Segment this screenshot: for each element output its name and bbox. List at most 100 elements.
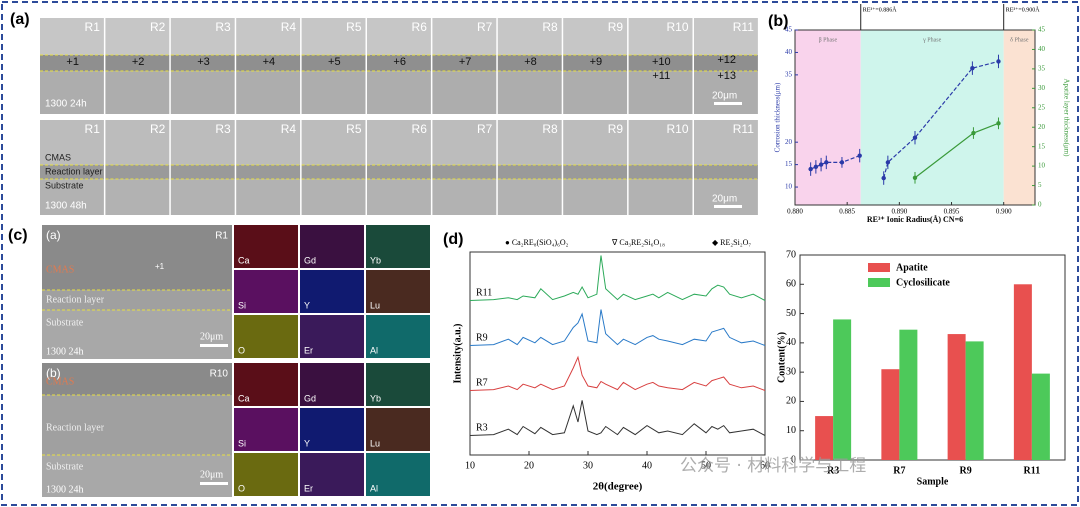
micrograph (301, 165, 366, 179)
watermark: 公众号 · 材料科学与工程 (680, 456, 866, 476)
x-tick-label: 0.885 (839, 208, 855, 216)
element-map (300, 270, 364, 313)
point-marker: +8 (524, 56, 537, 68)
element-label: Si (238, 438, 246, 448)
layer-label: CMAS (46, 376, 74, 387)
micrograph (497, 179, 562, 215)
y2-tick-label: 40 (1038, 45, 1046, 53)
bar (965, 341, 984, 460)
data-point (881, 175, 886, 181)
y-tick-label: 40 (786, 337, 796, 348)
point-marker: +10 (652, 56, 671, 68)
data-point (971, 130, 976, 136)
x-tick-label: R9 (960, 465, 972, 476)
legend-swatch (868, 263, 890, 272)
scale-bar (714, 205, 742, 208)
point-marker: +7 (459, 56, 472, 68)
element-map (300, 225, 364, 268)
y2-tick-label: 20 (1038, 123, 1046, 131)
scale-label: 20μm (200, 331, 223, 342)
sample-label: R4 (281, 122, 297, 136)
sample-label: R10 (666, 20, 688, 34)
bar (1013, 284, 1032, 460)
plot-frame (469, 251, 766, 456)
element-map (234, 225, 298, 268)
micrograph (170, 55, 235, 71)
micrograph (42, 455, 232, 497)
panel-label: (b) (768, 13, 788, 30)
scale-bar (200, 482, 228, 485)
y2-tick-label: 45 (1038, 26, 1046, 34)
sample-label: R7 (477, 20, 493, 34)
y2-tick-label: 35 (1038, 64, 1046, 72)
sample-label: R1 (215, 231, 228, 242)
sample-label: R8 (542, 20, 558, 34)
micrograph (105, 120, 170, 165)
element-map (366, 315, 430, 358)
micrograph (628, 120, 693, 165)
y-tick-label: 30 (786, 366, 796, 377)
micrograph (628, 55, 693, 71)
micrograph (170, 71, 235, 114)
micrograph (301, 18, 366, 55)
x-axis-label: RE³⁺ Ionic Radius(Å) CN=6 (867, 215, 963, 224)
sample-label: R5 (346, 122, 362, 136)
image-label: (a) (46, 228, 61, 242)
y-tick-label: 20 (786, 396, 796, 407)
micrograph (694, 165, 758, 179)
micrograph (367, 18, 431, 55)
sample-label: R1 (85, 122, 101, 136)
data-point (885, 160, 891, 165)
sample-label: R5 (346, 20, 362, 34)
element-label: Gd (304, 255, 316, 265)
sample-label: R2 (150, 122, 166, 136)
legend-entry: Cyclosilicate (896, 277, 950, 288)
micrograph (563, 120, 628, 165)
element-label: Lu (370, 300, 380, 310)
phase-region (795, 30, 861, 205)
element-label: Ca (238, 255, 250, 265)
element-map (234, 363, 298, 406)
element-map (366, 225, 430, 268)
micrograph (628, 179, 693, 215)
element-map (300, 453, 364, 496)
layer-label: CMAS (45, 152, 71, 162)
micrograph (628, 18, 693, 55)
sample-label: R2 (150, 20, 166, 34)
layer-label: Substrate (46, 317, 84, 328)
bar (899, 329, 918, 460)
micrograph (170, 18, 235, 55)
plot-frame (794, 29, 1036, 206)
micrograph (236, 18, 301, 55)
bar (815, 416, 834, 460)
element-label: Al (370, 345, 378, 355)
point-marker: +12 (717, 54, 736, 66)
point-marker: +11 (652, 70, 670, 82)
annotation: RE³⁺=0.886Å (863, 5, 898, 13)
y-tick-label: 40 (785, 48, 793, 56)
element-label: Yb (370, 393, 381, 403)
region-label: δ Phase (1010, 37, 1029, 43)
micrograph (236, 55, 301, 71)
y2-tick-label: 10 (1038, 162, 1046, 170)
panel-label: (c) (8, 227, 28, 244)
x-tick-label: 20 (524, 460, 534, 471)
micrograph (236, 71, 301, 114)
micrograph (497, 55, 562, 71)
sample-label: R10 (666, 122, 688, 136)
element-map (234, 453, 298, 496)
y-tick-label: 45 (785, 26, 793, 34)
point-marker: +13 (717, 70, 736, 82)
sample-label: R3 (215, 20, 231, 34)
x-tick-label: 0.895 (944, 208, 960, 216)
micrograph (42, 225, 232, 290)
micrograph (694, 18, 758, 55)
sample-label: R4 (281, 20, 297, 34)
x-tick-label: 60 (760, 460, 770, 471)
region-label: γ Phase (922, 37, 941, 43)
micrograph (367, 179, 431, 215)
bar (833, 319, 852, 460)
layer-label: CMAS (46, 264, 74, 275)
element-label: O (238, 483, 245, 493)
micrograph (301, 120, 366, 165)
